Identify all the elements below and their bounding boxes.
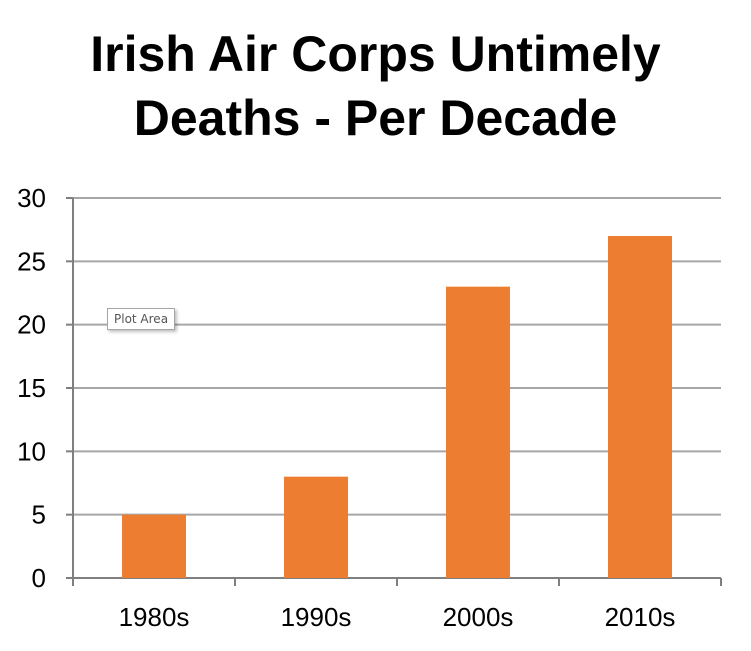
bar-2000s <box>446 286 510 578</box>
bar-1990s <box>284 476 348 578</box>
x-tick-label-1990s: 1990s <box>281 602 352 632</box>
plot-area-tooltip: Plot Area <box>107 308 176 330</box>
chart-title-line-2: Deaths - Per Decade <box>133 90 618 146</box>
y-tick-label-30: 30 <box>17 183 46 213</box>
y-tick-label-20: 20 <box>17 310 46 340</box>
y-tick-label-15: 15 <box>17 373 46 403</box>
y-tick-label-25: 25 <box>17 246 46 276</box>
x-tick-label-2000s: 2000s <box>443 602 514 632</box>
bar-2010s <box>608 236 672 578</box>
chart-title: Irish Air Corps Untimely Deaths - Per De… <box>0 22 751 150</box>
x-tick-label-2010s: 2010s <box>605 602 676 632</box>
y-tick-label-5: 5 <box>32 500 46 530</box>
chart-title-line-1: Irish Air Corps Untimely <box>90 26 661 82</box>
y-tick-label-0: 0 <box>32 563 46 593</box>
y-tick-label-10: 10 <box>17 436 46 466</box>
bar-1980s <box>122 514 186 578</box>
x-tick-label-1980s: 1980s <box>119 602 190 632</box>
